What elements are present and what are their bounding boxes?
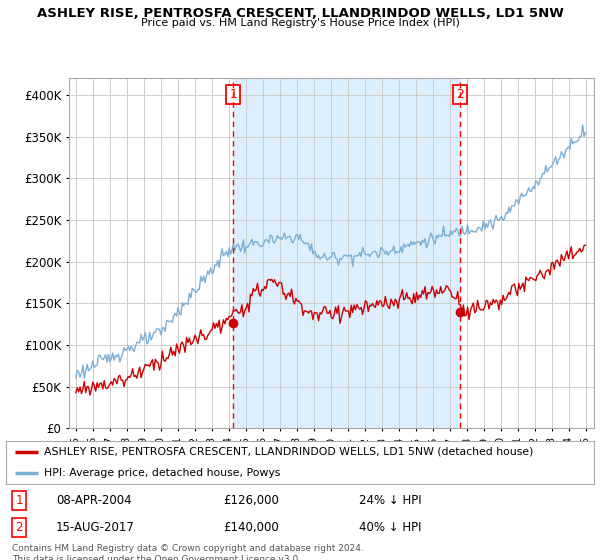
Text: HPI: Average price, detached house, Powys: HPI: Average price, detached house, Powy… <box>44 469 281 478</box>
Text: 15-AUG-2017: 15-AUG-2017 <box>56 521 135 534</box>
Text: Price paid vs. HM Land Registry's House Price Index (HPI): Price paid vs. HM Land Registry's House … <box>140 18 460 29</box>
Text: £126,000: £126,000 <box>224 494 280 507</box>
Text: 24% ↓ HPI: 24% ↓ HPI <box>359 494 421 507</box>
Text: 40% ↓ HPI: 40% ↓ HPI <box>359 521 421 534</box>
Bar <box>233 78 460 428</box>
Text: 08-APR-2004: 08-APR-2004 <box>56 494 131 507</box>
Text: 2: 2 <box>15 521 23 534</box>
Text: ASHLEY RISE, PENTROSFA CRESCENT, LLANDRINDOD WELLS, LD1 5NW: ASHLEY RISE, PENTROSFA CRESCENT, LLANDRI… <box>37 7 563 20</box>
Text: Contains HM Land Registry data © Crown copyright and database right 2024.
This d: Contains HM Land Registry data © Crown c… <box>12 544 364 560</box>
Text: £140,000: £140,000 <box>224 521 280 534</box>
Text: ASHLEY RISE, PENTROSFA CRESCENT, LLANDRINDOD WELLS, LD1 5NW (detached house): ASHLEY RISE, PENTROSFA CRESCENT, LLANDRI… <box>44 447 533 456</box>
Text: 1: 1 <box>229 88 237 101</box>
Text: 2: 2 <box>456 88 464 101</box>
Text: 1: 1 <box>15 494 23 507</box>
